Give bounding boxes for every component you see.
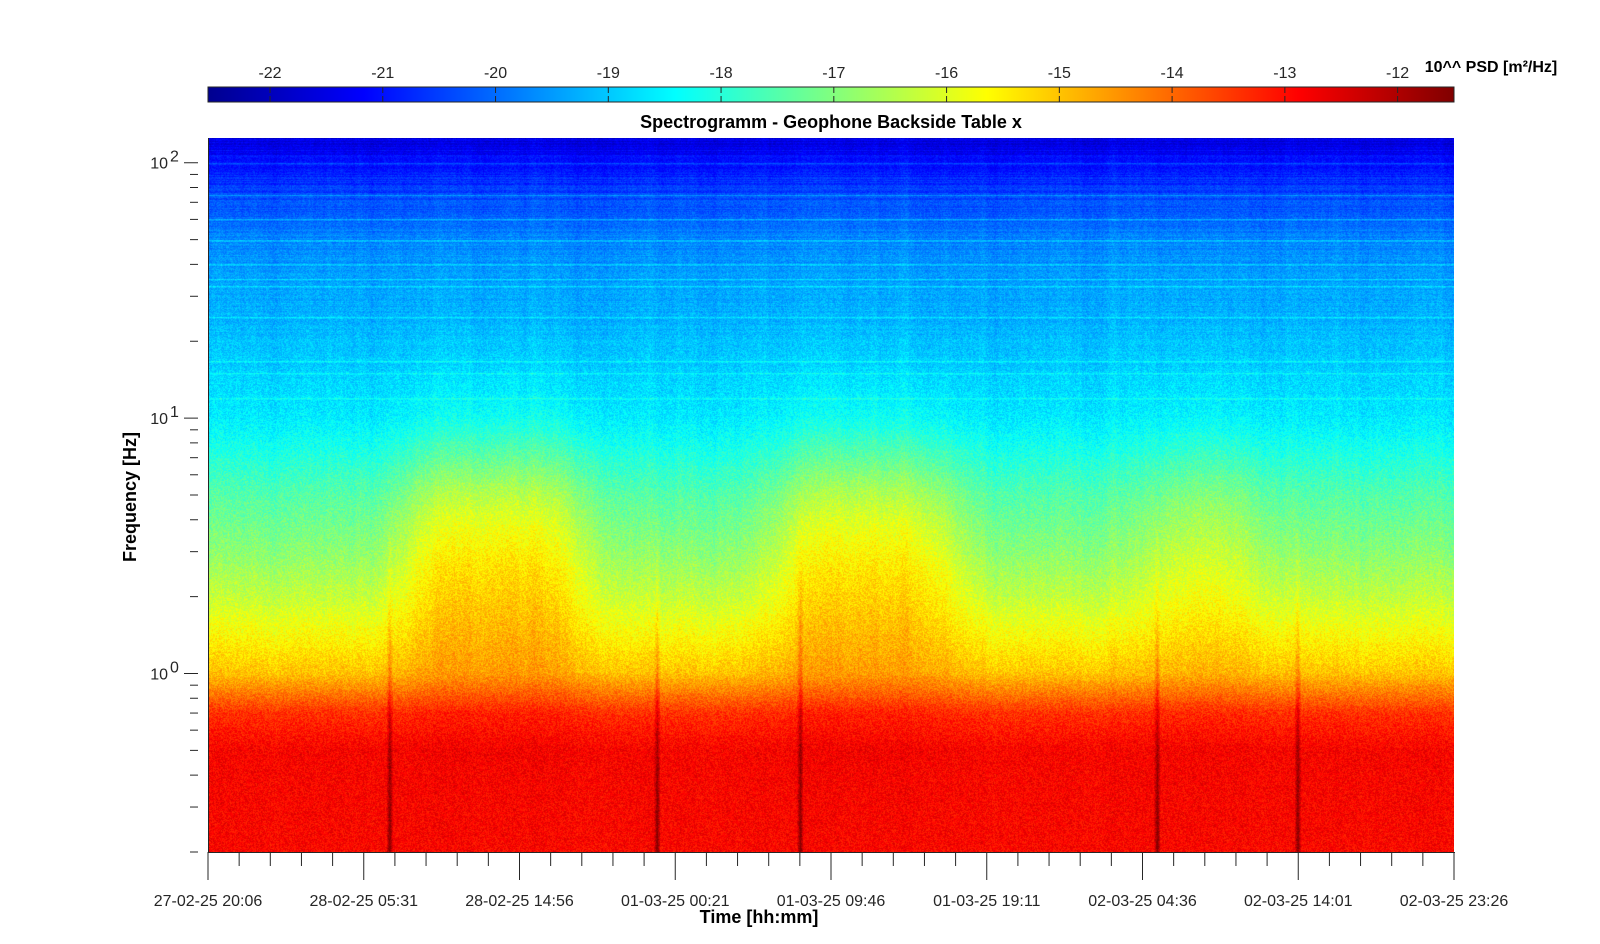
colorbar: -22 -21 -20 -19 -18 -17 -16 -15 -14 -13 -12 10^^ P… <box>207 59 1557 103</box>
y-tick-exponent: 0 <box>170 660 179 677</box>
x-tick-label: 27-02-25 20:06 <box>154 893 263 910</box>
colorbar-tick-label: -20 <box>484 65 507 82</box>
x-tick-label: 28-02-25 14:56 <box>465 893 574 910</box>
x-axis-title: Time [hh:mm] <box>700 907 819 927</box>
colorbar-tick-label: -18 <box>709 65 732 82</box>
x-tick-label: 02-03-25 04:36 <box>1088 893 1197 910</box>
colorbar-tick-label: -15 <box>1048 65 1071 82</box>
x-tick-label: 02-03-25 14:01 <box>1244 893 1353 910</box>
x-axis-ticks: 27-02-25 20:06 28-02-25 05:31 28-02-25 14:… <box>154 852 1509 910</box>
y-tick-label: 10 <box>150 667 168 684</box>
colorbar-tick-label: -17 <box>822 65 845 82</box>
colorbar-tick-label: -19 <box>597 65 620 82</box>
colorbar-strip <box>207 86 1455 103</box>
colorbar-tick-label: -22 <box>258 65 281 82</box>
colorbar-tick-label: -13 <box>1273 65 1296 82</box>
colorbar-tick-label: -12 <box>1386 65 1409 82</box>
spectrogram-image-holder <box>209 138 1454 852</box>
colorbar-tick-label: -14 <box>1161 65 1184 82</box>
x-tick-label: 28-02-25 05:31 <box>309 893 418 910</box>
x-tick-label: 01-03-25 09:46 <box>777 893 886 910</box>
colorbar-ticks: -22 -21 -20 -19 -18 -17 -16 -15 -14 -13 -12 <box>258 65 1409 102</box>
y-tick-label: 10 <box>150 411 168 428</box>
chart-title: Spectrogramm - Geophone Backside Table x <box>640 112 1022 132</box>
colorbar-tick-label: -16 <box>935 65 958 82</box>
x-tick-label: 01-03-25 00:21 <box>621 893 730 910</box>
y-tick-exponent: 1 <box>170 404 179 421</box>
y-tick-label: 10 <box>150 156 168 173</box>
colorbar-tick-label: -21 <box>371 65 394 82</box>
colorbar-title: 10^^ PSD [m²/Hz] <box>1425 59 1557 76</box>
y-axis-title: Frequency [Hz] <box>120 432 140 562</box>
x-tick-label: 01-03-25 19:11 <box>933 893 1040 910</box>
spectrogram-image <box>209 138 1454 852</box>
y-tick-exponent: 2 <box>170 149 179 166</box>
x-tick-label: 02-03-25 23:26 <box>1400 893 1509 910</box>
